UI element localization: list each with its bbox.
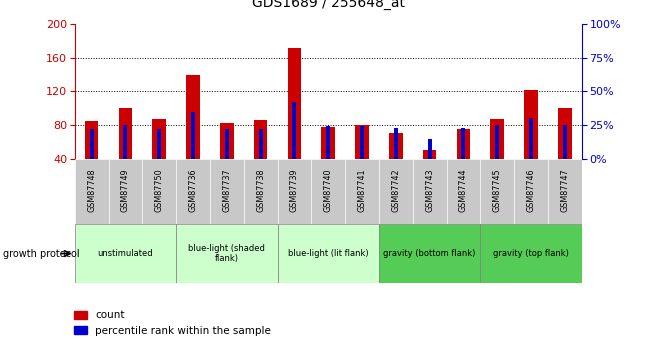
Text: blue-light (shaded
flank): blue-light (shaded flank) [188,244,265,263]
Bar [529,118,533,159]
Bar [191,112,195,159]
Bar [558,108,571,159]
Bar [85,121,98,159]
Bar [356,125,369,159]
Bar [153,119,166,159]
Text: GSM87741: GSM87741 [358,168,367,212]
Text: GSM87746: GSM87746 [526,168,536,212]
Text: GSM87744: GSM87744 [459,168,468,212]
Bar [563,125,567,159]
Text: gravity (bottom flank): gravity (bottom flank) [384,249,476,258]
Bar [210,159,244,224]
Bar [394,128,398,159]
Bar [491,119,504,159]
Bar [447,159,480,224]
Legend: count, percentile rank within the sample: count, percentile rank within the sample [70,306,275,340]
Text: GSM87750: GSM87750 [155,168,164,212]
Bar [292,102,296,159]
Bar [379,159,413,224]
Text: gravity (top flank): gravity (top flank) [493,249,569,258]
Bar [525,90,538,159]
Bar [548,159,582,224]
Bar [457,129,470,159]
Bar [462,128,465,159]
Text: GSM87737: GSM87737 [222,168,231,212]
Text: GDS1689 / 255648_at: GDS1689 / 255648_at [252,0,405,10]
Bar [220,124,233,159]
Bar [514,159,548,224]
Bar [288,48,301,159]
Bar [389,134,402,159]
Bar [119,108,132,159]
Bar [75,159,109,224]
Bar [187,75,200,159]
Text: growth protocol: growth protocol [3,249,80,258]
Bar [423,150,436,159]
Bar [345,159,379,224]
Bar [326,126,330,159]
Text: GSM87747: GSM87747 [560,168,569,212]
Bar [124,125,127,159]
Text: unstimulated: unstimulated [98,249,153,258]
Bar [90,129,94,159]
Bar [379,224,480,283]
Text: GSM87739: GSM87739 [290,168,299,212]
Text: GSM87736: GSM87736 [188,168,198,212]
Bar [360,126,364,159]
Bar [480,224,582,283]
Bar [259,129,263,159]
Bar [322,127,335,159]
Bar [176,159,210,224]
Bar [157,129,161,159]
Text: GSM87745: GSM87745 [493,168,502,212]
Text: GSM87742: GSM87742 [391,168,400,212]
Bar [109,159,142,224]
Bar [311,159,345,224]
Bar [254,120,267,159]
Bar [75,224,176,283]
Bar [413,159,447,224]
Bar [244,159,278,224]
Bar [480,159,514,224]
Bar [278,159,311,224]
Text: GSM87738: GSM87738 [256,168,265,212]
Bar [278,224,379,283]
Bar [428,138,432,159]
Text: GSM87749: GSM87749 [121,168,130,212]
Text: GSM87740: GSM87740 [324,168,333,212]
Bar [495,125,499,159]
Text: GSM87748: GSM87748 [87,168,96,212]
Bar [176,224,278,283]
Bar [142,159,176,224]
Text: GSM87743: GSM87743 [425,168,434,212]
Bar [225,129,229,159]
Text: blue-light (lit flank): blue-light (lit flank) [288,249,369,258]
